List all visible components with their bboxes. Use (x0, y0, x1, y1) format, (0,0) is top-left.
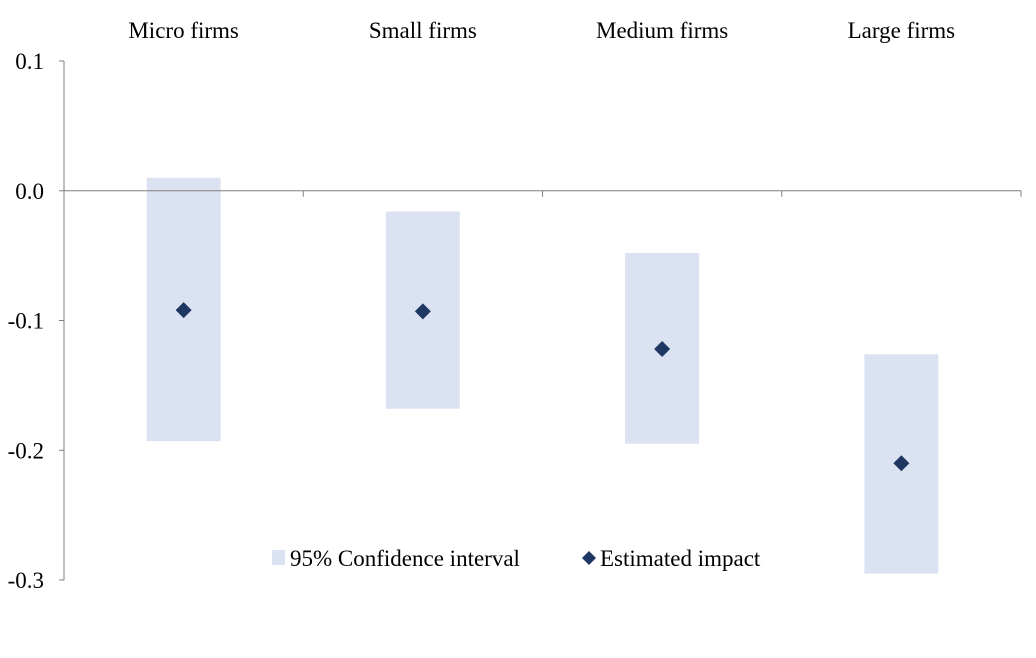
y-tick-label: -0.3 (8, 568, 44, 593)
estimated-impact-point (654, 341, 671, 358)
legend-swatch-confidence-interval (272, 550, 285, 565)
confidence-interval-bars (146, 177, 939, 574)
y-tick-label: 0.1 (15, 49, 44, 74)
axes (59, 60, 1022, 581)
y-tick-label: -0.1 (8, 309, 44, 334)
estimate-points (175, 302, 910, 472)
legend-marker-estimated-impact (582, 551, 596, 565)
y-tick-label: 0.0 (15, 179, 44, 204)
category-label: Medium firms (596, 18, 728, 43)
category-label: Small firms (369, 18, 477, 43)
legend: 95% Confidence interval Estimated impact (272, 546, 761, 571)
legend-label-confidence-interval: 95% Confidence interval (290, 546, 520, 571)
estimated-impact-point (893, 455, 910, 472)
labels: 0.1 0.0 -0.1 -0.2 -0.3 Micro firms Small firms… (8, 18, 956, 593)
y-tick-label: -0.2 (8, 438, 44, 463)
estimated-impact-point (175, 302, 192, 319)
category-label: Large firms (848, 18, 956, 43)
estimated-impact-point (414, 303, 431, 320)
category-label: Micro firms (128, 18, 239, 43)
legend-label-estimated-impact: Estimated impact (600, 546, 761, 571)
